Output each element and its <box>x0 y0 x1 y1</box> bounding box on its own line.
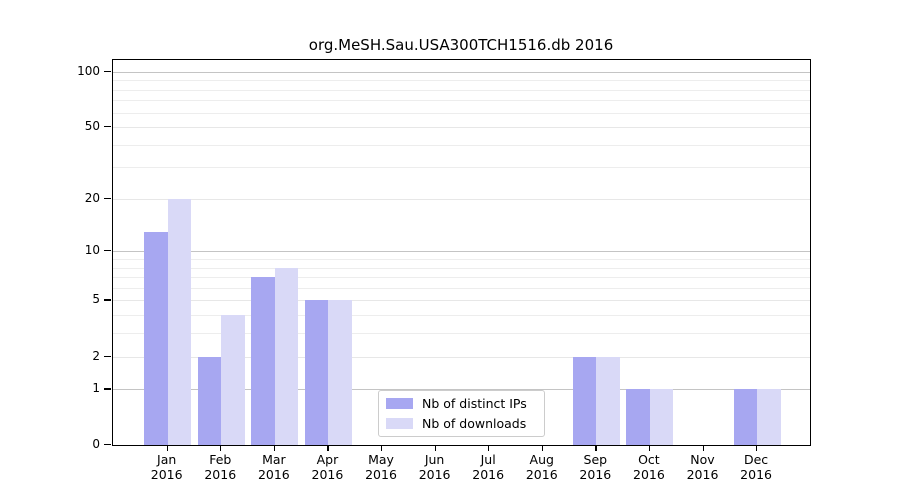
gridline-minor <box>113 259 810 260</box>
x-axis-tick <box>220 445 222 451</box>
y-axis-tick <box>104 355 111 357</box>
bar-nb-of-distinct-ips-dec <box>733 389 758 445</box>
x-tick-label: Jun 2016 <box>418 452 451 482</box>
y-axis-tick <box>104 388 111 390</box>
y-tick-label: 5 <box>92 292 100 307</box>
legend-swatch-distinct-ips <box>386 398 413 409</box>
bar-nb-of-distinct-ips-jan <box>144 231 168 445</box>
legend-swatch-downloads <box>386 418 413 429</box>
legend-label-distinct-ips: Nb of distinct IPs <box>422 396 527 411</box>
gridline-major <box>113 251 810 253</box>
gridline-minor <box>113 80 810 82</box>
y-axis-tick <box>104 444 111 446</box>
y-tick-label: 100 <box>77 63 100 78</box>
gridline-minor <box>113 100 810 102</box>
x-tick-label: Apr 2016 <box>311 452 344 482</box>
x-tick-label: Jan 2016 <box>150 452 183 482</box>
bar-nb-of-downloads-apr <box>328 300 352 445</box>
y-axis-tick <box>104 250 111 252</box>
gridline-minor <box>113 267 810 269</box>
legend-label-downloads: Nb of downloads <box>422 416 527 431</box>
x-axis-tick <box>327 445 329 451</box>
y-axis-tick <box>104 299 111 301</box>
x-tick-label: Aug 2016 <box>525 452 558 482</box>
x-axis-tick <box>488 445 490 451</box>
x-axis-tick <box>648 445 651 451</box>
gridline-light <box>113 300 810 302</box>
x-axis-tick <box>541 445 543 451</box>
gridline-light <box>113 127 810 129</box>
bar-nb-of-downloads-dec <box>757 389 781 445</box>
x-tick-label: Sep 2016 <box>579 452 612 482</box>
plot-area <box>112 59 811 446</box>
gridline-minor <box>113 167 810 169</box>
y-axis-tick <box>104 70 111 72</box>
x-tick-label: May 2016 <box>365 452 397 482</box>
x-tick-label: Jul 2016 <box>472 452 505 482</box>
gridline-major <box>113 71 810 73</box>
y-tick-label: 10 <box>84 243 100 258</box>
bar-nb-of-distinct-ips-mar <box>251 277 275 445</box>
gridline-light <box>113 356 810 358</box>
legend: Nb of distinct IPs Nb of downloads <box>378 390 545 437</box>
bar-nb-of-distinct-ips-feb <box>197 356 222 445</box>
gridline-minor <box>113 315 810 317</box>
y-tick-label: 1 <box>92 381 100 396</box>
x-tick-label: Oct 2016 <box>633 452 665 482</box>
gridline-light <box>113 198 810 200</box>
bar-nb-of-downloads-sep <box>596 356 620 445</box>
x-axis-tick <box>166 445 168 451</box>
bar-nb-of-distinct-ips-oct <box>626 389 650 445</box>
gridline-minor <box>113 277 810 279</box>
chart-title: org.MeSH.Sau.USA300TCH1516.db 2016 <box>308 36 614 54</box>
y-axis-tick <box>104 197 111 200</box>
x-axis-tick <box>434 445 436 451</box>
x-axis-tick <box>756 445 758 451</box>
bar-nb-of-downloads-mar <box>274 267 299 445</box>
x-axis-tick <box>702 445 704 451</box>
y-axis-tick <box>104 126 111 128</box>
gridline-minor <box>113 333 810 335</box>
gridline-minor <box>113 287 810 289</box>
x-axis-tick <box>273 445 276 451</box>
bar-nb-of-downloads-oct <box>649 389 674 445</box>
legend-entry-distinct-ips: Nb of distinct IPs <box>386 396 536 412</box>
y-tick-label: 0 <box>92 437 100 451</box>
y-tick-label: 20 <box>84 190 100 205</box>
gridline-minor <box>113 112 810 114</box>
x-tick-label: Nov 2016 <box>686 452 719 482</box>
y-tick-label: 50 <box>84 119 100 134</box>
legend-entry-downloads: Nb of downloads <box>386 416 536 432</box>
bar-nb-of-downloads-feb <box>221 315 245 445</box>
gridline-minor <box>113 89 810 91</box>
gridline-major <box>113 389 810 391</box>
bar-nb-of-distinct-ips-apr <box>304 300 329 445</box>
bar-nb-of-downloads-jan <box>167 198 192 445</box>
x-axis-tick <box>381 445 383 451</box>
y-tick-label: 2 <box>92 348 100 363</box>
gridline-minor <box>113 144 810 146</box>
bar-nb-of-distinct-ips-sep <box>572 356 597 445</box>
x-tick-label: Mar 2016 <box>257 452 290 482</box>
x-tick-label: Feb 2016 <box>204 452 237 482</box>
x-tick-label: Dec 2016 <box>740 452 772 482</box>
x-axis-tick <box>595 445 597 451</box>
